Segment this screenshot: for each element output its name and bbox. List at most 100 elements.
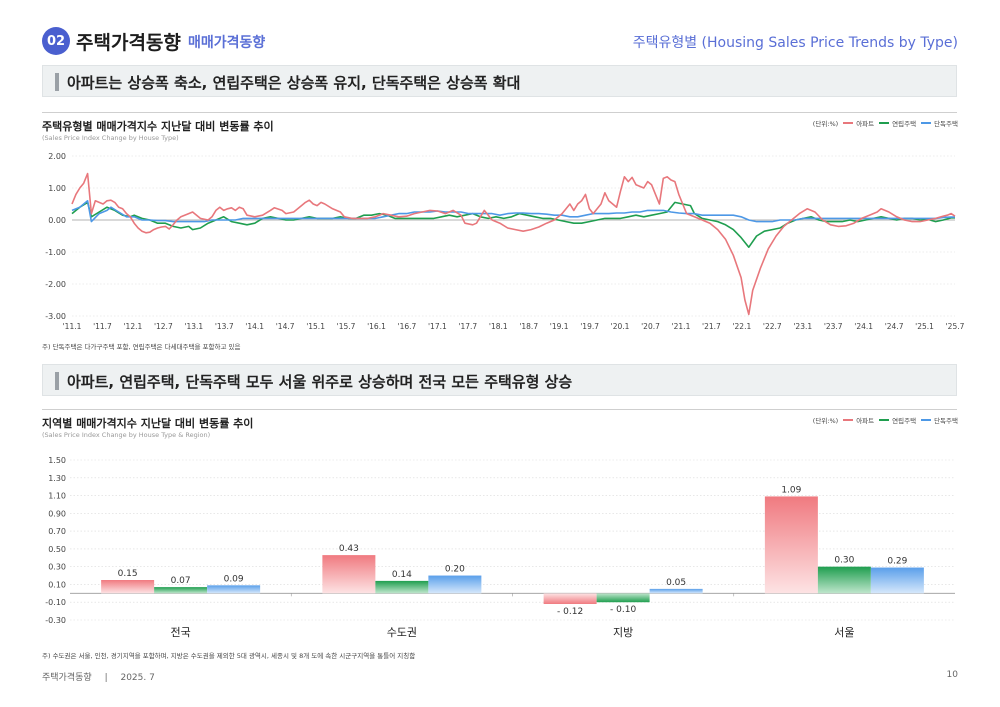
chart2-legend: (단위:%) 아파트 연립주택 단독주택 [813, 415, 958, 425]
chart2-title: 지역별 매매가격지수 지난달 대비 변동률 추이 [42, 417, 254, 430]
bar-value-label: 0.29 [887, 557, 907, 567]
x-tick-label: '23.1 [793, 322, 812, 331]
x-tick-label: '18.7 [519, 322, 538, 331]
x-tick-label: '14.7 [276, 322, 295, 331]
x-tick-label: '12.7 [154, 322, 173, 331]
y-tick-label: 0.00 [48, 216, 66, 225]
x-tick-label: '22.1 [732, 322, 751, 331]
bar-value-label: 0.14 [392, 570, 412, 580]
x-tick-label: '21.1 [672, 322, 691, 331]
x-tick-label: '15.1 [306, 322, 325, 331]
footer-publication: 주택가격동향 | 2025. 7 [42, 670, 155, 683]
y-tick-label: 2.00 [48, 152, 66, 161]
chart1-top-rule [42, 112, 957, 113]
chart1-note: 주) 단독주택은 다가구주택 포함, 연립주택은 다세대주택을 포함하고 있음 [42, 343, 241, 351]
y-tick-label: 0.30 [48, 563, 66, 572]
bar-row [154, 587, 208, 594]
section2-banner-text: 아파트, 연립주택, 단독주택 모두 서울 위주로 상승하며 전국 모든 주택유… [67, 373, 573, 391]
y-tick-label: -3.00 [45, 312, 66, 321]
footer-date: 2025. 7 [120, 673, 155, 683]
x-tick-label: '24.7 [885, 322, 904, 331]
y-tick-label: -0.10 [45, 598, 66, 607]
banner-accent-bar [55, 73, 59, 91]
x-tick-label: '16.1 [367, 322, 386, 331]
legend-item-apt: 아파트 [843, 415, 874, 425]
bar-det [649, 588, 703, 594]
page-title: 주택가격동향 [76, 32, 181, 54]
y-tick-label: 1.50 [48, 456, 66, 465]
chart2-top-rule [42, 409, 957, 410]
bar-value-label: - 0.12 [557, 607, 583, 617]
y-tick-label: -2.00 [45, 280, 66, 289]
x-tick-label: '25.1 [915, 322, 934, 331]
bar-value-label: - 0.10 [610, 605, 636, 615]
x-tick-label: '22.7 [763, 322, 782, 331]
chart1-title: 주택유형별 매매가격지수 지난달 대비 변동률 추이 [42, 120, 274, 133]
footer-separator: | [104, 673, 108, 683]
section1-banner: 아파트는 상승폭 축소, 연립주택은 상승폭 유지, 단독주택은 상승폭 확대 [42, 65, 957, 97]
bar-value-label: 0.05 [666, 578, 686, 588]
bar-apt [764, 496, 818, 594]
bar-det [428, 575, 482, 594]
y-tick-label: -1.00 [45, 248, 66, 257]
y-tick-label: 1.10 [48, 492, 66, 501]
x-tick-label: '17.7 [458, 322, 477, 331]
bar-value-label: 0.30 [834, 556, 854, 566]
bar-value-label: 0.09 [224, 574, 244, 584]
section-number-badge: 02 [42, 27, 70, 55]
legend-item-row: 연립주택 [879, 118, 916, 128]
bar-value-label: 0.43 [339, 544, 359, 554]
x-tick-label: '20.1 [611, 322, 630, 331]
series-line-row [71, 201, 955, 248]
x-tick-label: '20.7 [641, 322, 660, 331]
chart1-subtitle: (Sales Price Index Change by House Type) [42, 134, 179, 142]
bar-det [870, 567, 924, 594]
bar-apt [543, 593, 597, 604]
section1-banner-text: 아파트는 상승폭 축소, 연립주택은 상승폭 유지, 단독주택은 상승폭 확대 [67, 74, 521, 92]
line-chart: 2.00 1.00 0.00 -1.00 -2.00 -3.00'11.1 '11.7 '12… [45, 152, 965, 331]
chart2-subtitle: (Sales Price Index Change by House Type … [42, 431, 211, 439]
bar-value-label: 0.20 [445, 565, 465, 575]
x-tick-label: '18.1 [489, 322, 508, 331]
bar-chart: 1.50 1.30 1.10 0.90 0.70 0.50 0.30 0.10 -0.10 -0.… [45, 456, 955, 639]
legend-item-det: 단독주택 [921, 118, 958, 128]
x-tick-label: '11.7 [93, 322, 112, 331]
x-tick-label: '21.7 [702, 322, 721, 331]
x-tick-label: '13.7 [215, 322, 234, 331]
x-tick-label: '25.7 [946, 322, 965, 331]
x-category-label: 서울 [834, 626, 854, 639]
y-tick-label: 1.00 [48, 184, 66, 193]
x-tick-label: '24.1 [854, 322, 873, 331]
x-tick-label: '19.1 [550, 322, 569, 331]
bar-row [375, 580, 429, 594]
y-tick-label: 0.10 [48, 580, 66, 589]
y-tick-label: 0.90 [48, 509, 66, 518]
bar-value-label: 1.09 [781, 485, 801, 495]
bar-apt [101, 580, 155, 594]
bar-row [817, 566, 871, 594]
x-tick-label: '19.7 [580, 322, 599, 331]
x-tick-label: '14.1 [245, 322, 264, 331]
legend-unit: (단위:%) [812, 417, 839, 425]
section2-banner: 아파트, 연립주택, 단독주택 모두 서울 위주로 상승하며 전국 모든 주택유… [42, 364, 957, 396]
legend-unit: (단위:%) [812, 120, 839, 128]
x-tick-label: '17.1 [428, 322, 447, 331]
x-category-label: 전국 [171, 626, 191, 639]
series-line-det [71, 200, 955, 223]
bar-value-label: 0.07 [171, 576, 191, 586]
x-category-label: 수도권 [387, 626, 417, 639]
y-tick-label: 0.50 [48, 545, 66, 554]
chart1-legend: (단위:%) 아파트 연립주택 단독주택 [813, 118, 958, 128]
page-number: 10 [946, 670, 958, 680]
bar-apt [322, 555, 376, 594]
legend-item-apt: 아파트 [843, 118, 874, 128]
bar-row [596, 593, 650, 603]
x-tick-label: '16.7 [398, 322, 417, 331]
series-line-apt [71, 172, 956, 316]
y-tick-label: 0.70 [48, 527, 66, 536]
x-tick-label: '13.1 [184, 322, 203, 331]
page-topic-title: 주택유형별 (Housing Sales Price Trends by Typ… [632, 35, 958, 51]
bar-det [207, 585, 261, 594]
x-tick-label: '12.1 [124, 322, 143, 331]
y-tick-label: 1.30 [48, 474, 66, 483]
